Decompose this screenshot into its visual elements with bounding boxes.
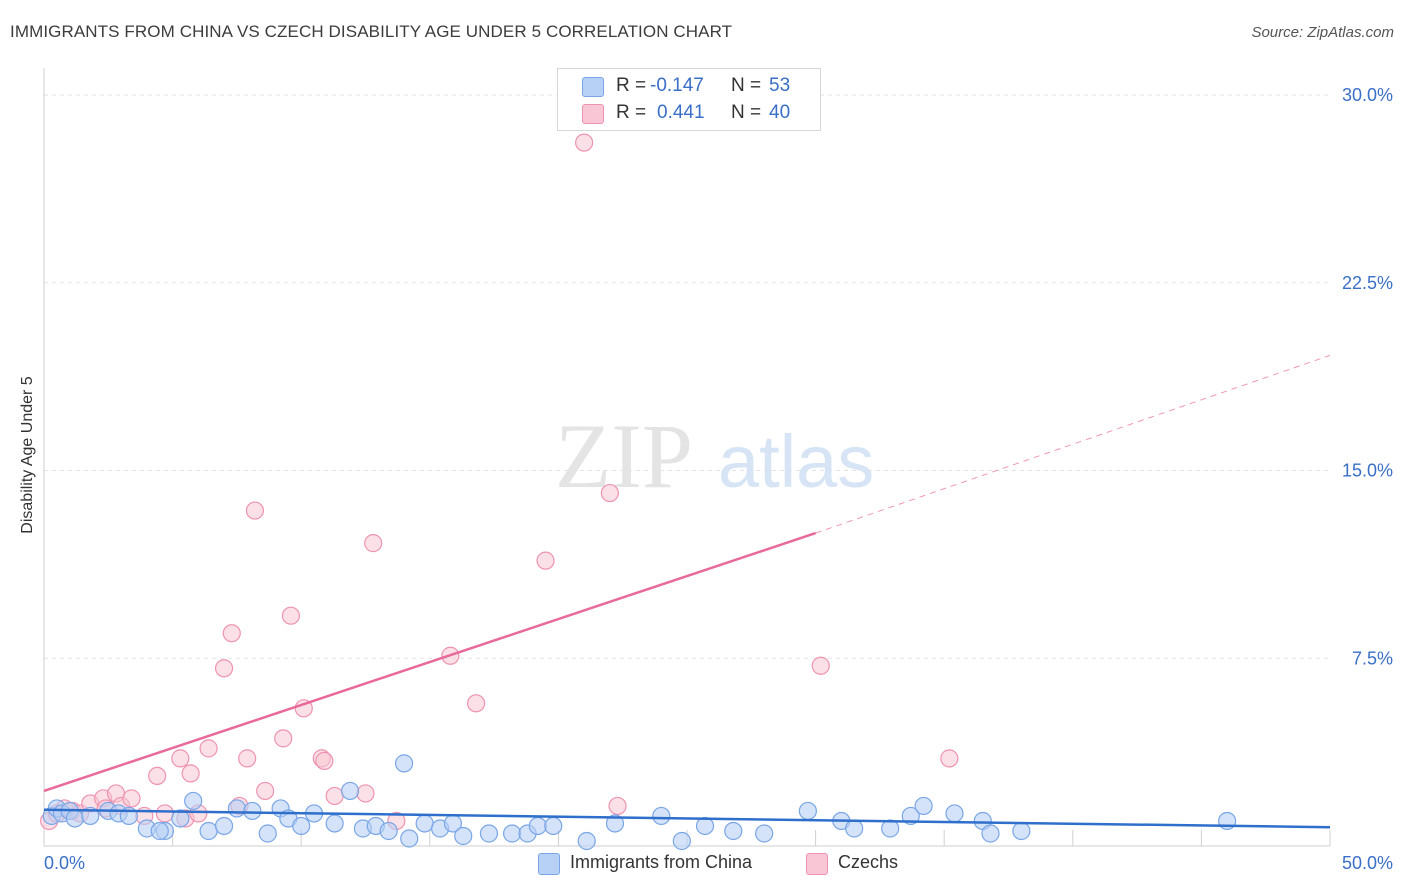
china-point bbox=[755, 824, 774, 843]
tick-labels: 7.5% 15.0% 22.5% 30.0% 0.0% 50.0% bbox=[44, 85, 1393, 873]
czechs-swatch bbox=[582, 104, 604, 124]
czechs-point bbox=[155, 804, 174, 823]
china-legend-label: Immigrants from China bbox=[570, 852, 753, 872]
n-value: 40 bbox=[769, 102, 791, 123]
china-point bbox=[81, 806, 100, 826]
chart-title: IMMIGRANTS FROM CHINA VS CZECH DISABILIT… bbox=[10, 22, 733, 41]
china-point bbox=[652, 806, 671, 826]
czechs-point bbox=[238, 749, 257, 768]
china-point bbox=[227, 799, 246, 818]
czechs-point bbox=[281, 606, 301, 625]
czechs-point bbox=[256, 781, 275, 801]
czechs-point bbox=[600, 483, 619, 503]
x-tick-label: 0.0% bbox=[44, 853, 85, 873]
china-point bbox=[379, 821, 398, 841]
china-point bbox=[292, 816, 311, 836]
china-point bbox=[503, 824, 522, 843]
source-label: Source: ZipAtlas.com bbox=[1251, 24, 1394, 41]
china-point bbox=[184, 791, 203, 811]
china-point bbox=[150, 821, 169, 841]
czechs-point bbox=[608, 796, 627, 816]
czechs-point bbox=[575, 133, 594, 152]
czechs-point bbox=[356, 784, 375, 803]
watermark-atlas: atlas bbox=[718, 420, 874, 503]
y-tick-label: 7.5% bbox=[1352, 648, 1393, 668]
china-point bbox=[945, 804, 964, 823]
china-point bbox=[914, 796, 933, 816]
china-point bbox=[881, 819, 900, 838]
y-axis-label: Disability Age Under 5 bbox=[19, 376, 36, 534]
r-label: R = bbox=[616, 75, 647, 96]
china-legend-swatch bbox=[538, 853, 560, 875]
czechs-legend-label: Czechs bbox=[838, 852, 899, 872]
czechs-point bbox=[122, 789, 141, 808]
trend-lines bbox=[43, 354, 1331, 829]
czechs-point bbox=[940, 749, 959, 768]
czechs-point bbox=[364, 534, 383, 553]
china-points bbox=[42, 754, 1237, 851]
china-point bbox=[243, 801, 262, 821]
r-value: -0.147 bbox=[650, 75, 704, 96]
czechs-point bbox=[325, 786, 344, 806]
czechs-trend-extension bbox=[815, 354, 1331, 534]
czechs-point bbox=[222, 624, 241, 643]
czechs-point bbox=[245, 501, 265, 520]
x-tick-label: 50.0% bbox=[1342, 853, 1393, 873]
china-point bbox=[214, 816, 234, 836]
czechs-point bbox=[294, 699, 313, 718]
czechs-points bbox=[40, 133, 959, 831]
china-point bbox=[199, 821, 218, 841]
gridlines bbox=[44, 94, 1330, 659]
china-point bbox=[544, 816, 563, 836]
correlation-legend: R = -0.147 N = 53 R = 0.441 N = 40 bbox=[557, 68, 821, 131]
watermark: ZIP atlas bbox=[555, 405, 874, 507]
y-tick-label: 22.5% bbox=[1342, 273, 1393, 293]
china-point bbox=[415, 814, 434, 833]
y-tick-label: 15.0% bbox=[1342, 461, 1393, 481]
china-point bbox=[171, 809, 190, 828]
china-point bbox=[454, 826, 473, 846]
czechs-point bbox=[811, 656, 830, 675]
china-point bbox=[65, 809, 84, 828]
china-trend-line bbox=[43, 808, 1331, 829]
y-tick-label: 30.0% bbox=[1342, 85, 1393, 105]
china-point bbox=[724, 821, 743, 841]
czechs-point bbox=[315, 751, 334, 770]
china-point bbox=[479, 824, 499, 843]
n-label: N = bbox=[731, 75, 762, 96]
china-point bbox=[1012, 821, 1031, 841]
china-point bbox=[845, 819, 864, 838]
china-point bbox=[325, 814, 344, 833]
china-point bbox=[528, 816, 547, 836]
czechs-point bbox=[148, 766, 167, 786]
czechs-legend-swatch bbox=[806, 853, 828, 875]
watermark-zip: ZIP bbox=[555, 405, 693, 507]
czechs-point bbox=[199, 739, 218, 758]
china-point bbox=[577, 831, 596, 851]
czechs-point bbox=[466, 694, 486, 713]
china-point bbox=[258, 824, 277, 843]
china-point bbox=[981, 824, 1000, 843]
n-value: 53 bbox=[769, 75, 791, 96]
china-point bbox=[394, 754, 414, 773]
china-swatch bbox=[582, 77, 604, 97]
czechs-point bbox=[181, 764, 200, 783]
china-point bbox=[340, 781, 360, 801]
czechs-point bbox=[536, 551, 555, 570]
china-point bbox=[400, 829, 419, 848]
n-label: N = bbox=[731, 102, 762, 123]
czechs-point bbox=[274, 729, 293, 748]
r-value: 0.441 bbox=[657, 102, 705, 123]
china-point bbox=[672, 831, 691, 851]
czechs-point bbox=[171, 749, 190, 768]
czechs-point bbox=[214, 659, 234, 678]
r-label: R = bbox=[616, 102, 647, 123]
china-point bbox=[798, 801, 817, 821]
czechs-trend-line bbox=[43, 531, 816, 793]
china-point bbox=[605, 814, 625, 833]
